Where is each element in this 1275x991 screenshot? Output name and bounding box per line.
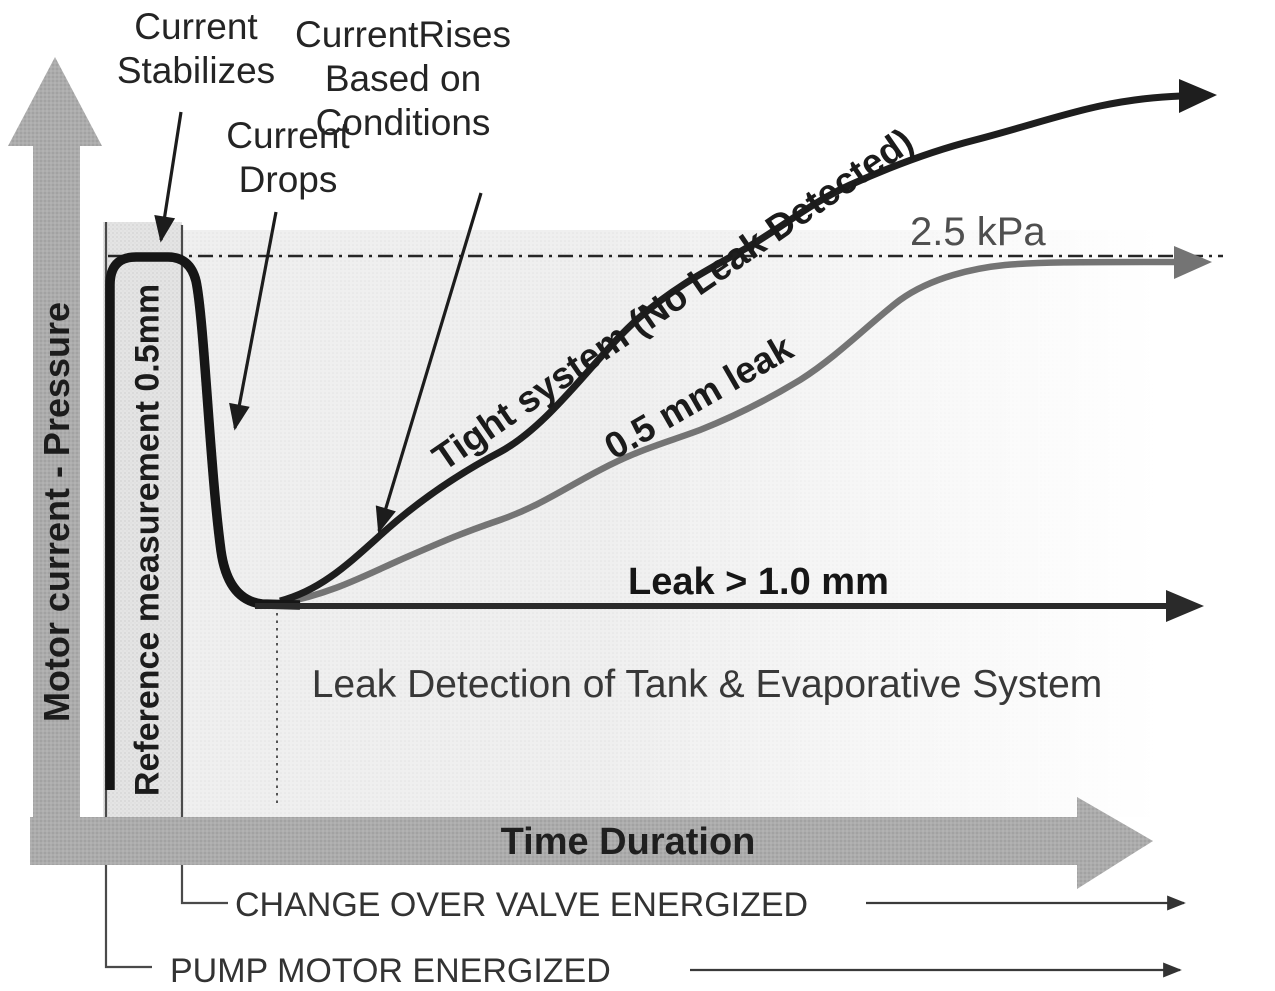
curve-05mm-leak-arrowhead — [1174, 246, 1212, 279]
x-axis-label: Time Duration — [500, 821, 756, 863]
current-drops-label: Current Drops — [226, 114, 349, 202]
current-rises-line2: Based on — [324, 58, 482, 99]
curve-05mm-leak — [281, 258, 1177, 607]
current-drops-line2: Drops — [238, 159, 338, 200]
current-drops-arrow — [229, 211, 278, 431]
pump-motor-label: PUMP MOTOR ENERGIZED — [170, 952, 611, 990]
plot-background-fade — [600, 228, 1160, 819]
y-axis-bar — [33, 143, 80, 865]
large-leak-curve-label: Leak > 1.0 mm — [628, 561, 889, 603]
current-rises-line1: CurrentRises — [295, 14, 511, 55]
current-stabilizes-arrow — [154, 111, 183, 243]
current-drops-line1: Current — [226, 115, 350, 156]
current-stabilizes-line1: Current — [134, 6, 258, 47]
y-axis-arrowhead — [8, 57, 102, 146]
curve-large-leak-arrowhead — [1166, 590, 1204, 622]
curve-tight-system-arrowhead — [1179, 79, 1217, 113]
threshold-value-label: 2.5 kPa — [910, 210, 1046, 254]
current-rises-arrow — [375, 192, 483, 534]
curve-tight-system — [279, 92, 1182, 605]
current-stabilizes-label: Current Stabilizes — [117, 5, 275, 93]
change-over-valve-label: CHANGE OVER VALVE ENERGIZED — [235, 886, 809, 924]
x-axis-bar — [30, 817, 1077, 865]
caption: Leak Detection of Tank & Evaporative Sys… — [311, 663, 1103, 706]
curve-reference-spike — [105, 252, 301, 790]
x-axis-arrowhead — [1077, 797, 1153, 889]
reference-band — [103, 222, 182, 817]
change-over-connector-line — [180, 225, 228, 905]
reference-band-label: Reference measurement 0.5mm — [128, 283, 167, 797]
current-stabilizes-line2: Stabilizes — [116, 50, 276, 91]
y-axis-label: Motor current - Pressure — [36, 301, 77, 723]
current-rises-line3: Conditions — [315, 102, 491, 143]
current-rises-label: CurrentRises Based on Conditions — [295, 13, 511, 145]
